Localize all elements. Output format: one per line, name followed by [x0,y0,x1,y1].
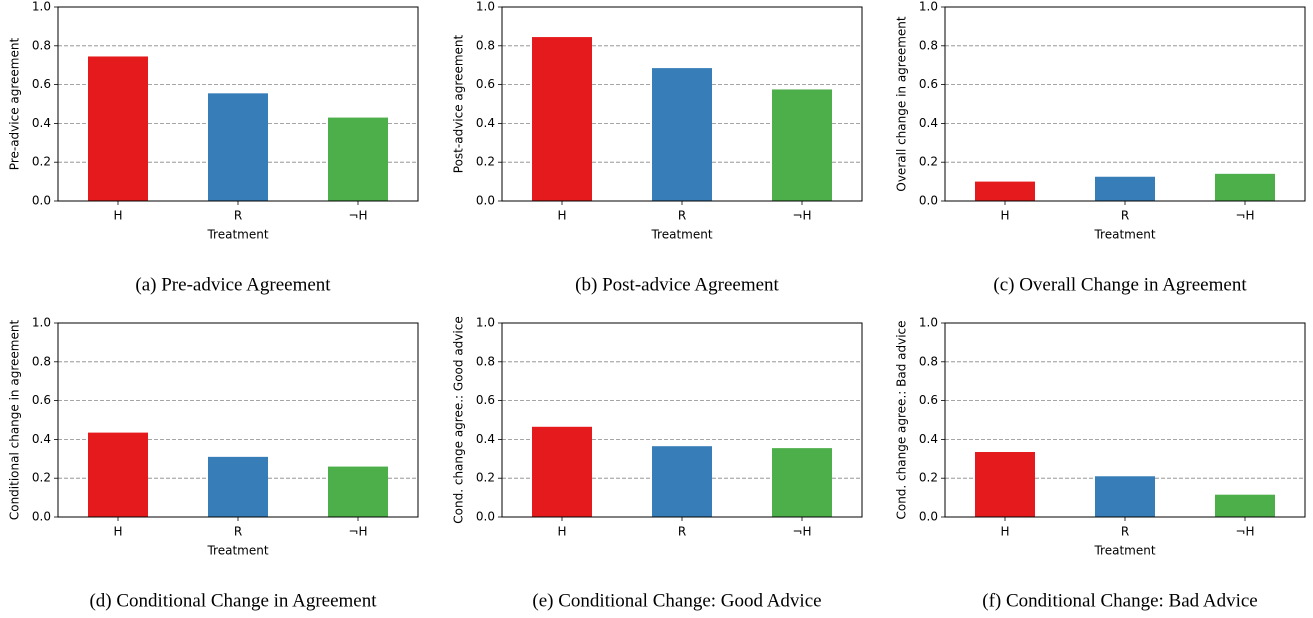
bar [328,466,388,517]
bar [532,426,592,517]
caption: (a) Pre-advice Agreement [135,274,331,295]
x-tick-label: R [1121,525,1129,539]
y-axis-label: Conditional change in agreement [8,320,22,521]
plot-frame [501,322,863,518]
y-tick-label: 1.0 [32,0,51,14]
bar [772,89,832,201]
y-tick-label: 0.6 [476,77,495,91]
y-axis-label: Cond. change agree.: Bad advice [895,320,909,519]
bar [88,56,148,201]
y-axis-label: Pre-advice agreement [8,38,22,171]
bar [208,456,268,517]
bar [1215,173,1275,201]
y-tick-label: 0.8 [919,354,938,368]
y-tick-label: 0.6 [919,393,938,407]
y-tick-label: 0.8 [476,354,495,368]
y-tick-label: 0.2 [32,155,51,169]
y-tick-label: 0.4 [476,116,495,130]
y-tick-label: 0.6 [32,393,51,407]
y-tick-label: 0.4 [919,432,938,446]
plot-frame [57,6,419,202]
x-axis-label: Treatment [206,228,268,242]
caption: (d) Conditional Change in Agreement [89,590,377,611]
bar [1095,476,1155,517]
y-tick-label: 0.0 [32,510,51,524]
y-tick-label: 0.4 [476,432,495,446]
y-axis-label: Cond. change agree.: Good advice [452,316,466,523]
bar [652,68,712,201]
y-axis-label: Overall change in agreement [895,16,909,192]
bar [652,446,712,517]
caption: (e) Conditional Change: Good Advice [532,590,821,611]
y-tick-label: 0.8 [32,38,51,52]
y-tick-label: 1.0 [919,0,938,14]
bar [88,432,148,517]
caption: (c) Overall Change in Agreement [993,274,1247,295]
y-tick-label: 0.0 [476,194,495,208]
x-axis-label: Treatment [1093,544,1155,558]
y-tick-label: 0.2 [919,471,938,485]
y-tick-label: 0.2 [476,471,495,485]
y-tick-label: 0.0 [32,194,51,208]
x-tick-label: H [113,525,122,539]
bar [772,448,832,517]
y-tick-label: 0.2 [919,155,938,169]
x-tick-label: H [1000,209,1009,223]
x-tick-label: R [678,209,686,223]
y-tick-label: 1.0 [476,316,495,330]
x-tick-label: ¬H [792,209,811,223]
y-tick-label: 0.4 [32,116,51,130]
bar [975,452,1035,517]
y-axis-label: Post-advice agreement [452,34,466,173]
y-tick-label: 0.2 [476,155,495,169]
x-tick-label: R [1121,209,1129,223]
plot-frame [501,6,863,202]
y-tick-label: 0.6 [919,77,938,91]
y-tick-label: 0.4 [919,116,938,130]
x-tick-label: R [678,525,686,539]
x-tick-label: R [234,209,242,223]
caption: (f) Conditional Change: Bad Advice [982,590,1257,611]
x-tick-label: ¬H [1235,525,1254,539]
x-tick-label: ¬H [348,525,367,539]
x-tick-label: ¬H [348,209,367,223]
y-tick-label: 1.0 [476,0,495,14]
x-tick-label: ¬H [1235,209,1254,223]
y-tick-label: 1.0 [32,316,51,330]
bar [208,93,268,201]
x-tick-label: H [557,209,566,223]
x-tick-label: H [1000,525,1009,539]
x-tick-label: R [234,525,242,539]
y-tick-label: 0.2 [32,471,51,485]
y-tick-label: 0.8 [919,38,938,52]
y-tick-label: 0.8 [32,354,51,368]
y-tick-label: 1.0 [919,316,938,330]
y-tick-label: 0.6 [32,77,51,91]
y-tick-label: 0.0 [476,510,495,524]
x-tick-label: H [557,525,566,539]
bar [532,37,592,201]
x-tick-label: H [113,209,122,223]
x-axis-label: Treatment [650,228,712,242]
y-tick-label: 0.0 [919,510,938,524]
y-tick-label: 0.8 [476,38,495,52]
bar [328,117,388,201]
bar [975,181,1035,201]
plot-frame [944,6,1306,202]
plot-frame [944,322,1306,518]
y-tick-label: 0.6 [476,393,495,407]
x-axis-label: Treatment [1093,228,1155,242]
bar [1215,494,1275,517]
bar [1095,176,1155,201]
y-tick-label: 0.0 [919,194,938,208]
y-tick-label: 0.4 [32,432,51,446]
x-axis-label: Treatment [206,544,268,558]
plot-frame [57,322,419,518]
x-tick-label: ¬H [792,525,811,539]
caption: (b) Post-advice Agreement [575,274,779,295]
